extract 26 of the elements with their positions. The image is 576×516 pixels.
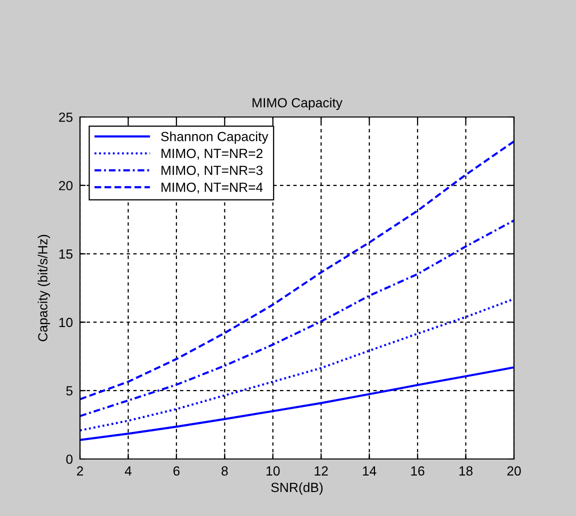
chart-title: MIMO Capacity — [252, 98, 342, 110]
legend-label: MIMO, NT=NR=3 — [162, 166, 263, 177]
y-tick-label: 15 — [59, 250, 73, 259]
x-tick-label: 10 — [266, 466, 280, 476]
x-tick-label: 6 — [173, 466, 180, 476]
y-tick-label: 20 — [59, 180, 73, 190]
x-tick-label: 12 — [314, 466, 328, 476]
x-tick-label: 16 — [411, 466, 424, 476]
y-axis-title: Capacity (bit/s/Hz) — [38, 234, 50, 342]
y-tick-label: 0 — [66, 454, 73, 464]
y-tick-label: 5 — [66, 386, 73, 396]
line-series — [80, 219, 514, 418]
x-tick-label: 18 — [459, 466, 473, 476]
line-series — [80, 298, 514, 432]
x-tick-label: 4 — [124, 466, 132, 476]
legend-label: MIMO, NT=NR=4 — [162, 182, 263, 194]
y-tick-label: 10 — [59, 318, 73, 328]
y-tick-label: 25 — [59, 112, 73, 122]
legend-label: MIMO, NT=NR=2 — [162, 148, 262, 160]
x-tick-label: 8 — [222, 466, 228, 476]
line-series — [80, 366, 514, 442]
x-tick-label: 14 — [363, 466, 376, 476]
x-axis-title: SNR(dB) — [271, 482, 323, 495]
legend-label: Shannon Capacity — [161, 132, 268, 144]
x-tick-label: 2 — [76, 466, 84, 476]
x-tick-label: 20 — [507, 466, 521, 476]
